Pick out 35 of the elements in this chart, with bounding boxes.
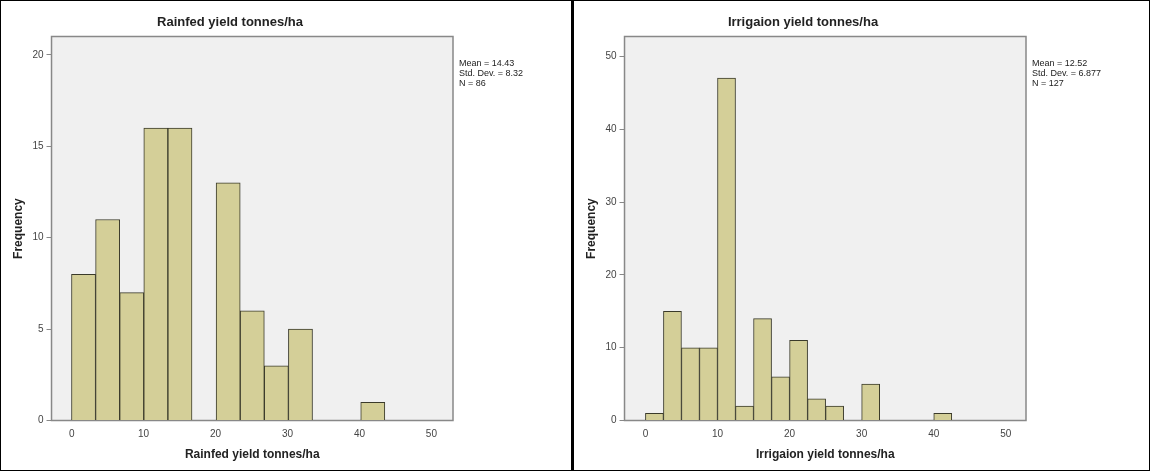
x-tick-label: 20 (210, 428, 222, 440)
text: N = 127 (1032, 77, 1064, 88)
x-tick-label: 0 (68, 428, 75, 440)
y-axis-title: Frequency (583, 197, 598, 259)
y-tick-label: 10 (32, 231, 44, 243)
x-tick-label: 50 (425, 428, 438, 440)
y-tick-label: 40 (605, 122, 617, 134)
y-tick-label: 15 (32, 140, 44, 152)
y-tick-label: 0 (610, 414, 617, 426)
y-tick-label: 0 (37, 414, 44, 426)
text: Std. Dev. = 8.32 (459, 67, 524, 78)
y-axis-title: Frequency (10, 197, 25, 259)
y-tick-label: 20 (32, 48, 44, 60)
x-tick-label: 50 (1000, 428, 1012, 440)
chart-title: Rainfed yield tonnes/ha (157, 14, 304, 30)
y-tick-label: 20 (605, 268, 617, 280)
x-tick-label: 10 (138, 428, 150, 440)
text: N = 86 (459, 77, 486, 88)
y-tick-label: 30 (605, 195, 617, 207)
y-tick-label: 50 (605, 50, 617, 62)
text: Mean = 12.52 (1032, 57, 1088, 68)
x-tick-label: 10 (711, 428, 724, 440)
x-tick-label: 40 (928, 428, 940, 440)
y-tick-label: 5 (37, 322, 44, 334)
x-tick-label: 30 (281, 428, 294, 440)
x-tick-label: 0 (642, 428, 649, 440)
text: Mean = 14.43 (459, 57, 515, 68)
x-tick-label: 30 (856, 428, 868, 440)
text: Std. Dev. = 6.877 (1032, 67, 1102, 78)
y-tick-label: 10 (605, 341, 617, 353)
x-axis-title: Irrigaion yield tonnes/ha (755, 447, 895, 462)
x-tick-label: 20 (784, 428, 796, 440)
chart-title: Irrigaion yield tonnes/ha (727, 14, 879, 30)
x-axis-title: Rainfed yield tonnes/ha (184, 447, 320, 462)
x-tick-label: 40 (353, 428, 366, 440)
